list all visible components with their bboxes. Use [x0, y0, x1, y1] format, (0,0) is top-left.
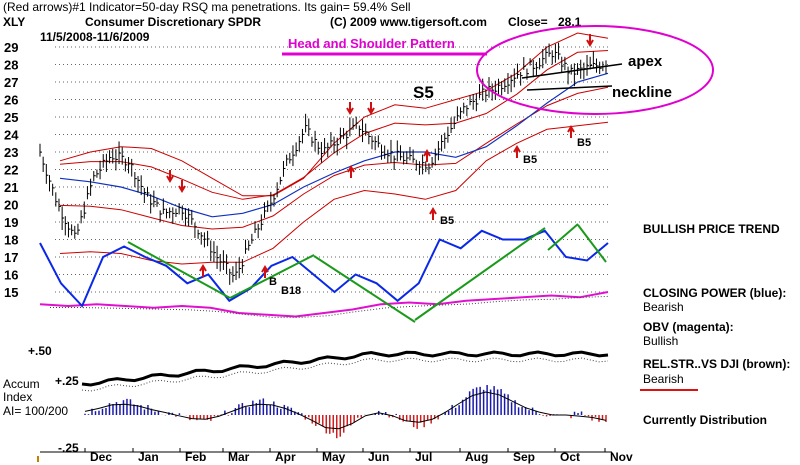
x-tick-label: Mar: [228, 450, 250, 464]
buy-arrow-icon: [513, 145, 521, 158]
pattern-title: Head and Shoulder Pattern: [288, 36, 455, 51]
relstr-value: Bearish: [643, 372, 684, 386]
buy-arrow-icon: [261, 265, 269, 278]
y-tick-label: 28: [4, 58, 18, 73]
x-tick-label: Jul: [415, 450, 432, 464]
trend-text: BULLISH PRICE TREND: [643, 222, 780, 236]
x-tick-label: Aug: [465, 450, 488, 464]
signal-arrows: [166, 34, 594, 278]
x-tick-label: Apr: [275, 450, 296, 464]
b18-label: B18: [281, 285, 301, 297]
obv-value: Bullish: [643, 334, 679, 348]
upper-band-line: [59, 32, 609, 197]
x-tick-label: Oct: [560, 450, 580, 464]
y-tick-label: 26: [4, 93, 18, 108]
inner-upper-band-line: [59, 50, 609, 200]
trendline: [127, 241, 231, 299]
trendline: [229, 254, 315, 299]
x-tick-label: Feb: [185, 450, 206, 464]
y-tick-label: 29: [4, 40, 18, 55]
inner-lower-band-line: [59, 86, 609, 230]
obv-line: [39, 291, 609, 318]
x-tick-label: May: [322, 450, 346, 464]
closing-power-value: Bearish: [643, 300, 684, 314]
copyright-label: (C) 2009 www.tigersoft.com: [330, 15, 487, 29]
green-trendlines: [127, 223, 607, 323]
close-label: Close=: [508, 15, 548, 29]
ma50-line: [59, 72, 609, 218]
x-tick-label: Dec: [90, 450, 112, 464]
price-bars: [39, 42, 608, 285]
y-tick-label: 25: [4, 110, 18, 125]
distribution-text: Currently Distribution: [643, 413, 768, 427]
s5-label: S5: [413, 83, 434, 102]
x-tick-label: Jun: [368, 450, 389, 464]
accum-label-3: AI= 100/200: [3, 404, 68, 418]
trendline: [414, 227, 546, 321]
apex-label: apex: [628, 53, 663, 70]
security-name: Consumer Discretionary SPDR: [85, 15, 261, 29]
relative-strength-line: [81, 350, 609, 387]
accum-index-bars: [84, 385, 607, 439]
sell-arrow-icon: [367, 102, 375, 115]
trendline: [313, 255, 416, 323]
closing-power-line: [39, 229, 609, 308]
month-tick-labels: Dec Jan Feb Mar Apr May Jun Jul Aug Sep Oct Nov: [84, 448, 633, 464]
buy-arrow-icon: [567, 125, 575, 138]
x-tick-label: Sep: [513, 450, 535, 464]
neckline-label: neckline: [612, 84, 672, 101]
close-value: 28.1: [558, 15, 582, 29]
y-tick-label: 24: [4, 128, 19, 143]
accum-label-1: Accum: [3, 377, 40, 391]
indicator-header: (Red arrows)#1 Indicator=50-day RSQ ma p…: [3, 0, 411, 14]
obv-ma-line: [50, 295, 609, 318]
y-tick-label: 21: [4, 180, 18, 195]
y-tick-label: 23: [4, 145, 18, 160]
y-tick-label: 27: [4, 75, 18, 90]
accum-tick-mid: +.25: [55, 374, 79, 388]
obv-label: OBV (magenta):: [643, 320, 734, 334]
sell-arrow-icon: [166, 170, 174, 183]
b5-label-2: B5: [523, 154, 537, 166]
sell-arrow-icon: [346, 102, 354, 115]
y-tick-label: 15: [4, 285, 18, 300]
buy-arrow-icon: [347, 165, 355, 178]
date-range: 11/5/2008-11/6/2009: [40, 30, 150, 44]
y-tick-label: 19: [4, 215, 18, 230]
sell-arrow-icon: [178, 180, 186, 193]
x-tick-label: Jan: [138, 450, 159, 464]
neckline-line: [526, 85, 613, 91]
y-tick-label: 22: [4, 163, 18, 178]
symbol-label: XLY: [3, 15, 25, 29]
trendline: [577, 224, 607, 263]
price-gridlines: [55, 46, 610, 293]
b5-label-1: B5: [577, 137, 591, 149]
b-label-small: B: [269, 276, 277, 288]
trendline: [547, 223, 579, 251]
apex-line: [521, 63, 623, 79]
buy-arrow-icon: [423, 149, 431, 162]
relstr-label: REL.STR..VS DJI (brown):: [643, 357, 791, 371]
pattern-ellipse: [476, 25, 714, 115]
y-tick-label: 20: [4, 198, 18, 213]
accum-tick-bottom: -.25: [58, 441, 79, 455]
y-tick-label: 16: [4, 268, 18, 283]
closing-power-label: CLOSING POWER (blue):: [643, 286, 787, 300]
accum-tick-top: +.50: [28, 344, 52, 358]
accum-index-ma-line: [84, 391, 607, 430]
relstr-underline: [640, 389, 698, 391]
y-tick-label: 18: [4, 233, 18, 248]
price-y-tick-labels: 15 16 17 18 19 20 21 22 23 24 25 26 27 28 29: [4, 40, 19, 300]
buy-arrow-icon: [429, 207, 437, 220]
buy-arrow-icon: [199, 264, 207, 277]
x-tick-label: Nov: [610, 450, 633, 464]
accum-label-2: Index: [3, 390, 32, 404]
sell-arrow-icon: [586, 34, 594, 47]
b5-label-3: B5: [440, 215, 454, 227]
y-tick-label: 17: [4, 250, 18, 265]
